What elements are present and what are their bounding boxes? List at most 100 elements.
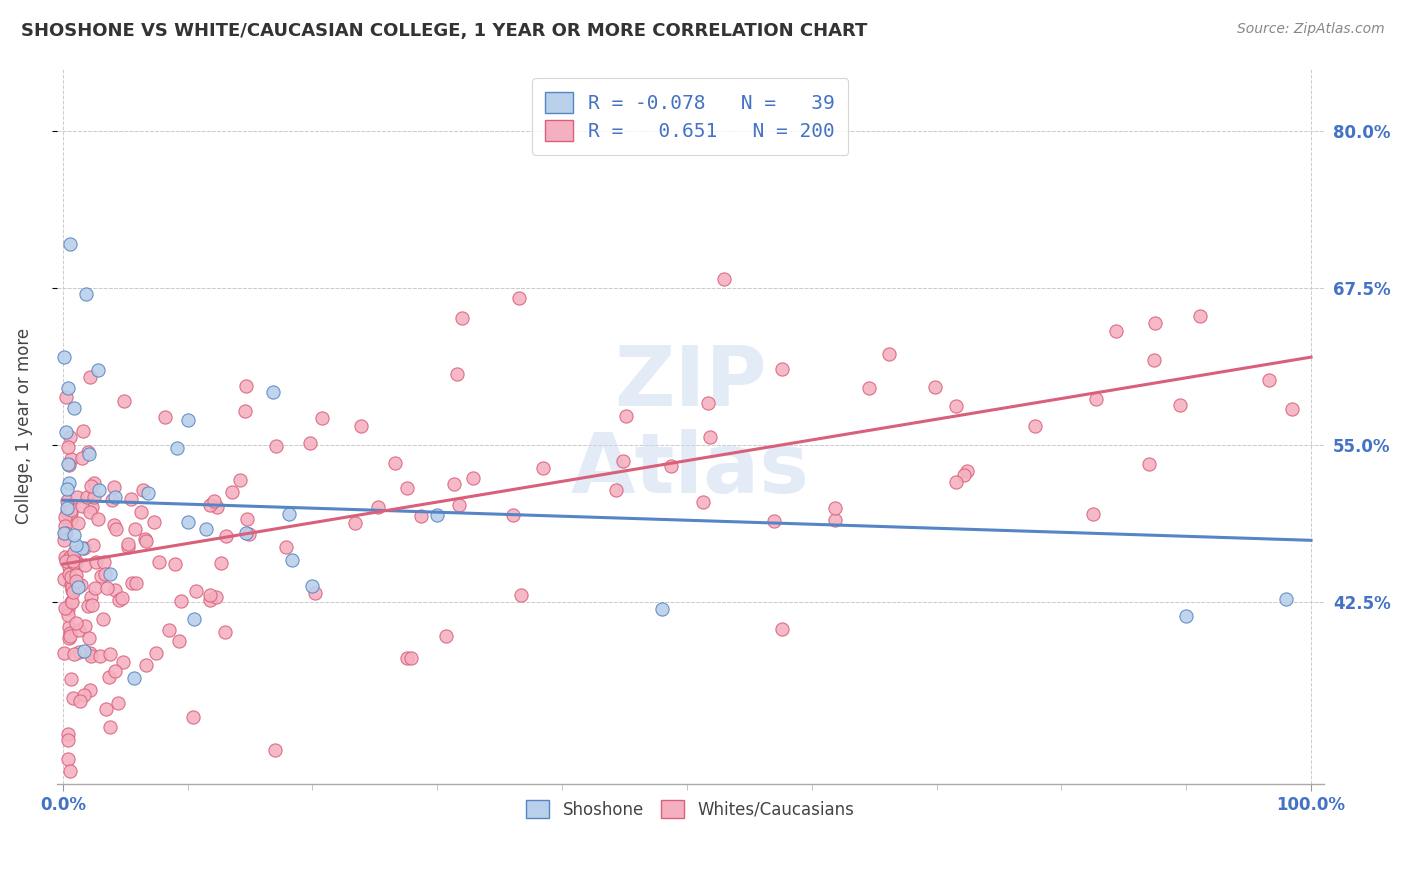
Point [59,506,82,520]
Point [101,492,124,507]
Point [58,458,80,472]
Point [699,430,721,444]
Point [605,483,627,497]
Point [443,477,465,491]
Point [120,492,142,507]
Point [183,612,205,626]
Point [53,525,76,540]
Point [59,512,82,526]
Point [66,516,89,530]
Point [58,620,80,634]
Point [396,651,419,665]
Point [58,566,80,581]
Point [163,557,186,571]
Point [65,615,87,630]
Point [824,513,846,527]
Point [112,394,135,409]
Point [75,287,97,301]
Point [59,625,82,640]
Point [60,581,83,595]
Point [53,526,76,541]
Point [77,599,100,614]
Y-axis label: College, 1 year or more: College, 1 year or more [15,328,32,524]
Point [55,549,77,564]
Point [67,645,90,659]
Point [66,490,89,504]
Point [59,549,82,564]
Point [117,541,139,555]
Point [63,556,86,570]
Point [447,498,470,512]
Point [135,657,157,672]
Point [344,516,367,530]
Point [73,688,96,702]
Point [763,514,786,528]
Point [181,710,204,724]
Point [157,623,180,637]
Point [264,439,287,453]
Point [60,576,83,591]
Point [510,588,533,602]
Point [104,522,127,536]
Point [1188,309,1211,323]
Point [276,540,298,554]
Point [76,445,98,459]
Point [59,551,82,566]
Point [384,456,406,470]
Point [1258,373,1281,387]
Point [58,560,80,574]
Point [215,529,238,543]
Point [350,419,373,434]
Point [59,237,82,252]
Point [98,720,121,734]
Point [79,646,101,660]
Point [55,526,77,541]
Point [924,380,946,394]
Point [450,310,472,325]
Text: Source: ZipAtlas.com: Source: ZipAtlas.com [1237,22,1385,37]
Point [62,690,84,705]
Point [204,591,226,605]
Point [401,650,423,665]
Point [1275,591,1298,606]
Point [53,533,76,547]
Text: ZIP
Atlas: ZIP Atlas [571,342,810,510]
Point [90,568,112,582]
Point [60,583,83,598]
Point [1143,316,1166,330]
Point [60,452,83,467]
Point [76,491,98,505]
Point [79,683,101,698]
Point [531,460,554,475]
Point [167,634,190,648]
Point [56,457,79,471]
Point [877,346,900,360]
Point [94,567,117,582]
Point [65,574,87,588]
Point [67,623,90,637]
Point [104,664,127,678]
Point [508,291,530,305]
Point [170,594,193,608]
Point [65,554,87,568]
Point [1175,609,1198,624]
Point [75,558,97,573]
Point [80,478,103,492]
Point [311,410,333,425]
Point [129,505,152,519]
Point [194,522,217,536]
Point [177,412,200,426]
Point [145,646,167,660]
Point [713,272,735,286]
Point [121,576,143,591]
Point [84,581,107,595]
Point [94,701,117,715]
Point [82,538,104,552]
Point [858,381,880,395]
Point [262,384,284,399]
Point [953,468,976,483]
Point [136,486,159,500]
Point [69,694,91,708]
Point [1143,352,1166,367]
Point [659,458,682,473]
